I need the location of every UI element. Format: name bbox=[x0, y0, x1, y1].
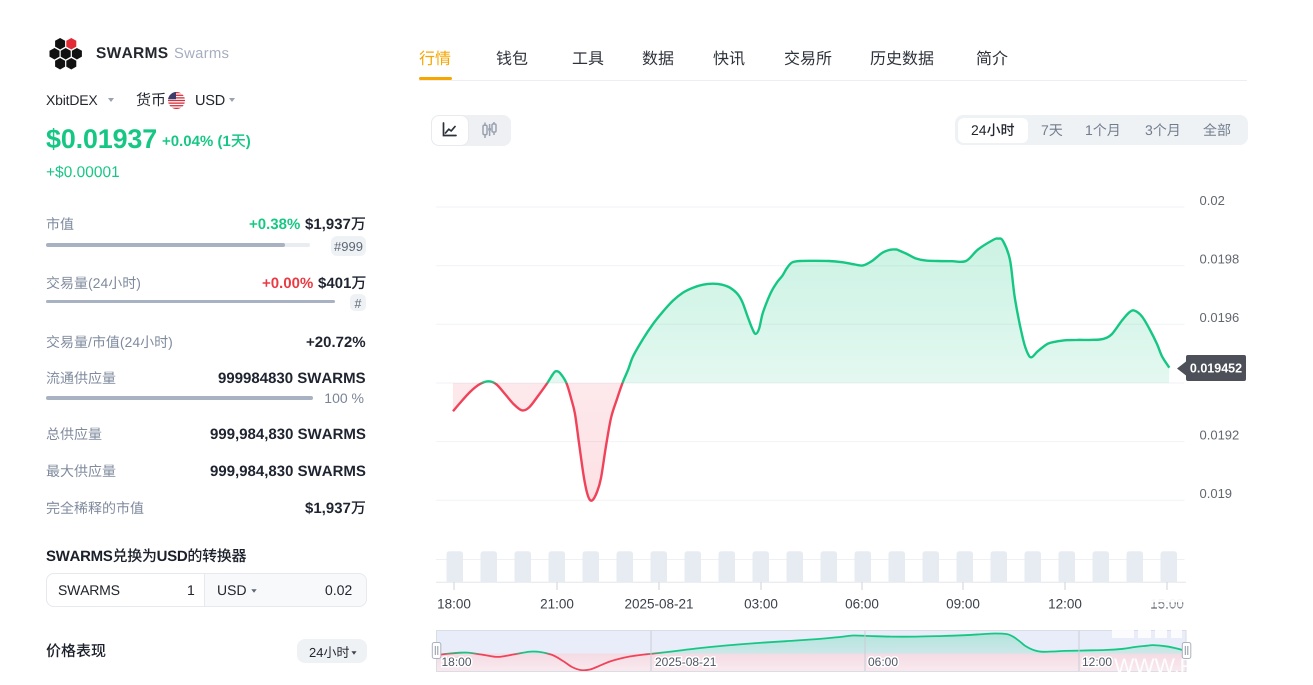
svg-text:18:00: 18:00 bbox=[437, 597, 471, 612]
svg-text:03:00: 03:00 bbox=[744, 597, 778, 612]
svg-text:0.0198: 0.0198 bbox=[1200, 252, 1240, 267]
svg-text:0.0192: 0.0192 bbox=[1200, 427, 1240, 442]
svg-text:WWW.F: WWW.F bbox=[1114, 654, 1193, 678]
svg-text:18:00: 18:00 bbox=[442, 655, 472, 669]
svg-text:0.0196: 0.0196 bbox=[1200, 310, 1240, 325]
svg-text:2025-08-21: 2025-08-21 bbox=[624, 597, 693, 612]
svg-text:09:00: 09:00 bbox=[946, 597, 980, 612]
svg-text:06:00: 06:00 bbox=[868, 655, 898, 669]
svg-text:06:00: 06:00 bbox=[845, 597, 879, 612]
svg-text:0.019452: 0.019452 bbox=[1190, 362, 1242, 376]
svg-text:0.019: 0.019 bbox=[1200, 486, 1233, 501]
svg-text:12:00: 12:00 bbox=[1082, 655, 1112, 669]
svg-text:12:00: 12:00 bbox=[1048, 597, 1082, 612]
svg-text:2025-08-21: 2025-08-21 bbox=[655, 655, 717, 669]
svg-text:21:00: 21:00 bbox=[540, 597, 574, 612]
svg-text:0.02: 0.02 bbox=[1200, 193, 1225, 208]
